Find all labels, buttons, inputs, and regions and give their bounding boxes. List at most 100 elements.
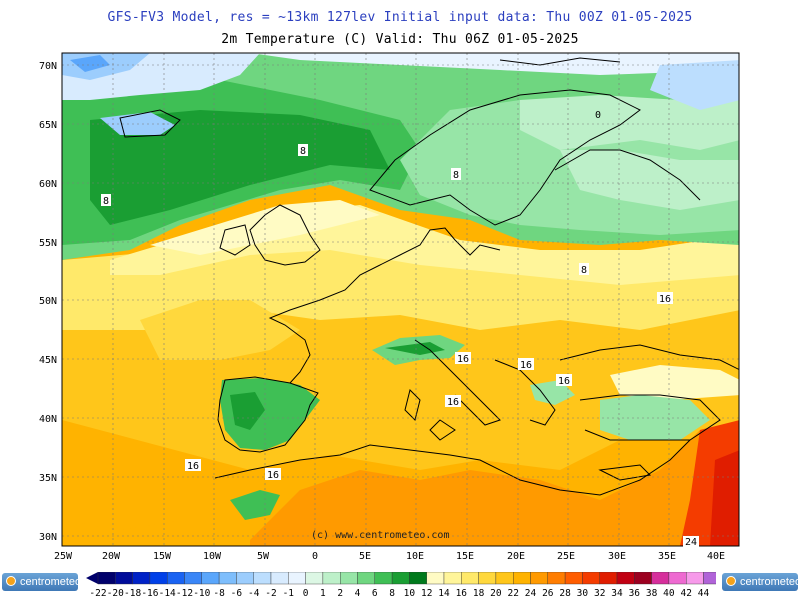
legend-label: 42 bbox=[680, 588, 691, 599]
lon-label: 0 bbox=[312, 551, 318, 562]
legend-footer: centrometeo -22 -20 -18 -16 -14 -12 -10 -8 -6 -4-… bbox=[0, 568, 800, 600]
contour-label: 0 bbox=[594, 108, 603, 121]
legend-swatch bbox=[149, 572, 168, 585]
legend-label: -2 bbox=[265, 588, 276, 599]
contour-label: 16 bbox=[518, 358, 534, 371]
lon-label: 25E bbox=[557, 551, 575, 562]
legend-label: 30 bbox=[577, 588, 589, 599]
contour-label: 24 bbox=[683, 536, 699, 548]
color-scale-legend: -22 -20 -18 -16 -14 -12 -10 -8 -6 -4 -2 -1 0 1 2 4 6 8 10 1… bbox=[86, 572, 716, 599]
svg-text:16: 16 bbox=[267, 470, 279, 481]
lat-label: 55N bbox=[39, 238, 57, 249]
longitude-labels: 25W 20W 15W 10W 5W 0 5E 10E 15E 20E 25E … bbox=[54, 551, 725, 562]
legend-label: 6 bbox=[372, 588, 378, 599]
lon-label: 10W bbox=[203, 551, 222, 562]
logo-text: centrometeo bbox=[740, 576, 800, 588]
centrometeo-logo[interactable]: centrometeo bbox=[2, 573, 81, 591]
legend-swatch bbox=[703, 572, 716, 585]
contour-labels: 0 8 8 8 8 16 16 16 16 16 16 16 24 bbox=[101, 108, 699, 548]
lon-label: 35E bbox=[658, 551, 676, 562]
legend-swatch bbox=[322, 572, 341, 585]
legend-label: 36 bbox=[629, 588, 641, 599]
map-frame bbox=[61, 52, 740, 547]
lon-label: 25W bbox=[54, 551, 73, 562]
lat-label: 50N bbox=[39, 296, 57, 307]
lat-label: 60N bbox=[39, 179, 57, 190]
contour-label: 8 bbox=[298, 144, 308, 157]
legend-swatch bbox=[305, 572, 324, 585]
legend-swatch bbox=[478, 572, 497, 585]
legend-label: 28 bbox=[559, 588, 571, 599]
legend-swatch bbox=[564, 572, 583, 585]
svg-text:8: 8 bbox=[453, 170, 459, 181]
lon-label: 30E bbox=[608, 551, 626, 562]
lon-label: 5W bbox=[257, 551, 270, 562]
lat-label: 65N bbox=[39, 120, 57, 131]
lat-lon-grid bbox=[62, 53, 740, 546]
contour-label: 8 bbox=[579, 263, 589, 276]
legend-label: 26 bbox=[542, 588, 554, 599]
logo-icon bbox=[6, 576, 16, 586]
svg-text:0: 0 bbox=[595, 110, 601, 121]
legend-swatch bbox=[495, 572, 514, 585]
contour-label: 16 bbox=[445, 395, 461, 408]
temperature-field bbox=[62, 53, 739, 546]
legend-swatch bbox=[634, 572, 652, 585]
contour-label: 16 bbox=[455, 352, 471, 365]
legend-arrow-left bbox=[86, 572, 98, 584]
legend-swatch bbox=[166, 572, 185, 585]
legend-swatch bbox=[339, 572, 358, 585]
legend-swatch bbox=[270, 572, 289, 585]
legend-label: -8 bbox=[213, 588, 225, 599]
legend-swatch bbox=[201, 572, 220, 585]
legend-swatch bbox=[426, 572, 445, 585]
legend-label: 1 bbox=[320, 588, 326, 599]
logo-icon bbox=[726, 576, 736, 586]
latitude-labels: 70N 65N 60N 55N 50N 45N 40N 35N 30N bbox=[39, 61, 57, 543]
svg-text:16: 16 bbox=[659, 294, 671, 305]
lat-label: 35N bbox=[39, 473, 57, 484]
contour-label: 8 bbox=[451, 168, 461, 181]
legend-swatch bbox=[461, 572, 479, 585]
legend-label: 2 bbox=[337, 588, 343, 599]
lat-label: 30N bbox=[39, 532, 57, 543]
svg-text:8: 8 bbox=[300, 146, 306, 157]
legend-swatch bbox=[668, 572, 687, 585]
legend-swatch bbox=[115, 572, 133, 585]
contour-label: 16 bbox=[185, 459, 201, 472]
legend-label: -4 bbox=[248, 588, 260, 599]
lon-label: 15W bbox=[153, 551, 172, 562]
temperature-map: 0 8 8 8 8 16 16 16 16 16 16 16 24 (c) ww… bbox=[39, 52, 740, 562]
legend-label: 10 bbox=[404, 588, 416, 599]
legend-swatch bbox=[391, 572, 410, 585]
model-title: GFS-FV3 Model, res = ~13km 127lev Initia… bbox=[107, 10, 693, 25]
centrometeo-logo-right[interactable]: centrometeo bbox=[722, 573, 800, 591]
lon-label: 5E bbox=[359, 551, 371, 562]
lon-label: 15E bbox=[456, 551, 474, 562]
svg-text:16: 16 bbox=[187, 461, 199, 472]
lon-label: 10E bbox=[406, 551, 424, 562]
legend-label: -20 bbox=[107, 588, 124, 599]
svg-text:16: 16 bbox=[447, 397, 459, 408]
legend-swatch bbox=[686, 572, 704, 585]
legend-label: -12 bbox=[176, 588, 193, 599]
legend-swatch bbox=[443, 572, 462, 585]
legend-label: 22 bbox=[507, 588, 518, 599]
legend-label: 14 bbox=[438, 588, 450, 599]
svg-text:16: 16 bbox=[457, 354, 469, 365]
lat-label: 70N bbox=[39, 61, 57, 72]
legend-label: 0 bbox=[303, 588, 309, 599]
svg-text:8: 8 bbox=[103, 196, 109, 207]
lon-label: 40E bbox=[707, 551, 725, 562]
legend-swatch bbox=[616, 572, 635, 585]
legend-label: 12 bbox=[421, 588, 432, 599]
legend-swatch bbox=[547, 572, 566, 585]
legend-label: 20 bbox=[490, 588, 502, 599]
legend-swatch bbox=[513, 572, 531, 585]
watermark: (c) www.centrometeo.com bbox=[311, 530, 449, 541]
legend-label: 38 bbox=[646, 588, 658, 599]
legend-swatch bbox=[582, 572, 600, 585]
lon-label: 20W bbox=[102, 551, 121, 562]
legend-swatch bbox=[253, 572, 272, 585]
legend-swatch bbox=[599, 572, 618, 585]
